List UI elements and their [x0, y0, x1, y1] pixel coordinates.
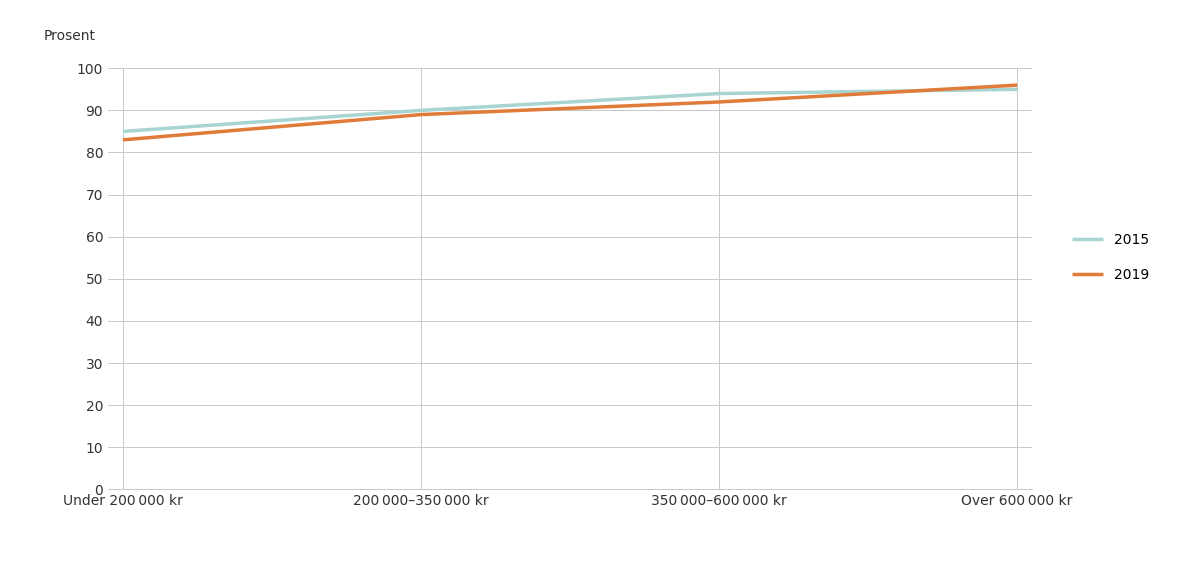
Line: 2015: 2015 — [122, 89, 1018, 131]
Line: 2019: 2019 — [122, 85, 1018, 140]
2019 — [414, 111, 428, 118]
2019 — [712, 98, 726, 105]
2015 — [414, 107, 428, 114]
2019 — [1010, 82, 1025, 89]
Text: Prosent: Prosent — [43, 29, 95, 43]
2015 — [115, 128, 130, 135]
2015 — [1010, 86, 1025, 93]
Legend: 2015, 2019: 2015, 2019 — [1067, 228, 1154, 288]
2015 — [712, 90, 726, 97]
2019 — [115, 137, 130, 143]
